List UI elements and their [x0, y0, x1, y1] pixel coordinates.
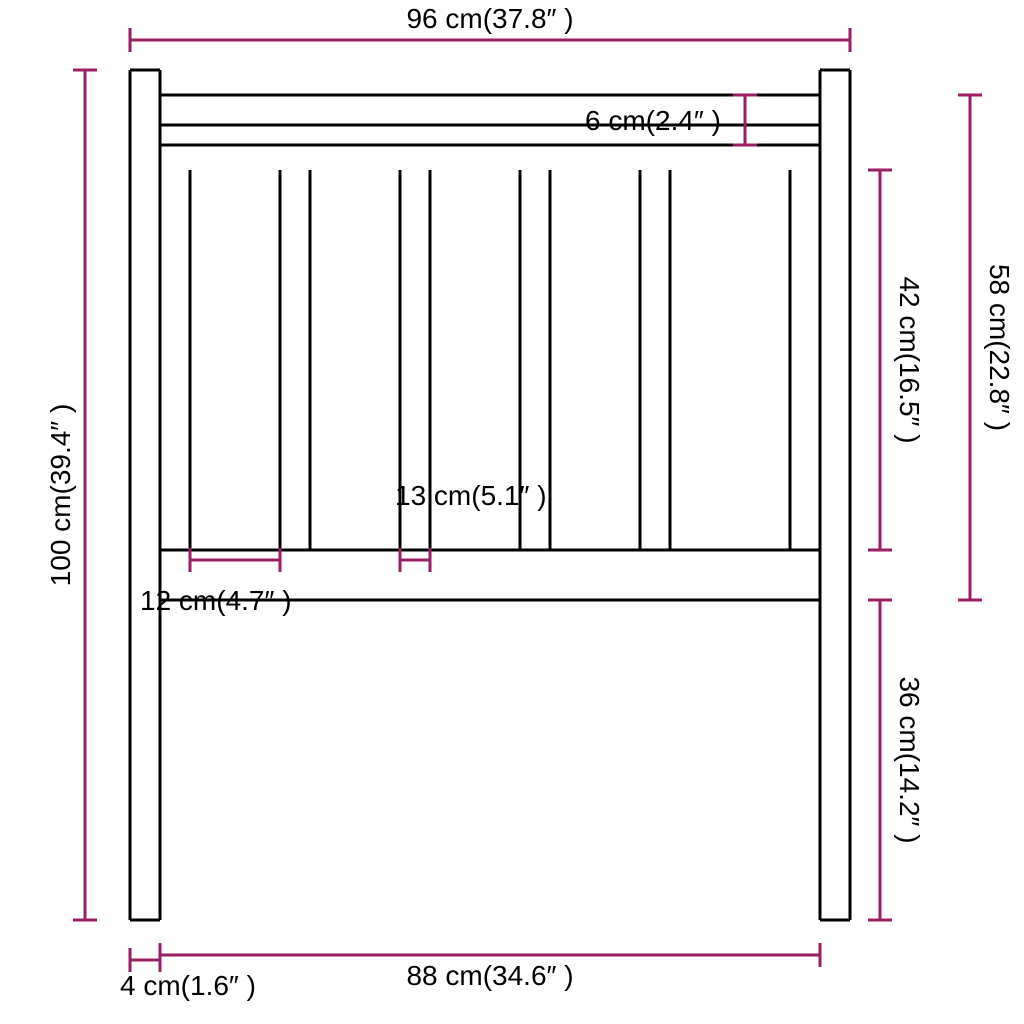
dim-right-36: 36 cm(14.2″ )	[868, 600, 925, 920]
svg-text:42 cm(16.5″ ): 42 cm(16.5″ )	[894, 276, 925, 443]
svg-text:88 cm(34.6″ ): 88 cm(34.6″ )	[406, 960, 573, 991]
svg-text:96 cm(37.8″ ): 96 cm(37.8″ )	[406, 3, 573, 34]
dim-height-left: 100 cm(39.4″ )	[45, 70, 97, 920]
svg-text:100 cm(39.4″ ): 100 cm(39.4″ )	[45, 404, 76, 587]
svg-text:58 cm(22.8″ ): 58 cm(22.8″ )	[984, 264, 1015, 431]
svg-text:13 cm(5.1″ ): 13 cm(5.1″ )	[395, 480, 547, 511]
dim-top-rail: 6 cm(2.4″ )	[585, 95, 757, 145]
dim-width-top: 96 cm(37.8″ )	[130, 3, 850, 52]
svg-text:4 cm(1.6″ ): 4 cm(1.6″ )	[120, 970, 256, 1001]
dim-right-42: 42 cm(16.5″ )	[868, 170, 925, 550]
dim-slat-w: 13 cm(5.1″ )	[395, 480, 547, 572]
svg-text:6 cm(2.4″ ): 6 cm(2.4″ )	[585, 105, 721, 136]
svg-text:36 cm(14.2″ ): 36 cm(14.2″ )	[894, 676, 925, 843]
svg-text:12 cm(4.7″ ): 12 cm(4.7″ )	[140, 585, 292, 616]
dim-gap-w: 12 cm(4.7″ )	[140, 548, 292, 616]
dim-right-58: 58 cm(22.8″ )	[958, 95, 1015, 600]
dim-inner-width: 88 cm(34.6″ )	[160, 943, 820, 991]
